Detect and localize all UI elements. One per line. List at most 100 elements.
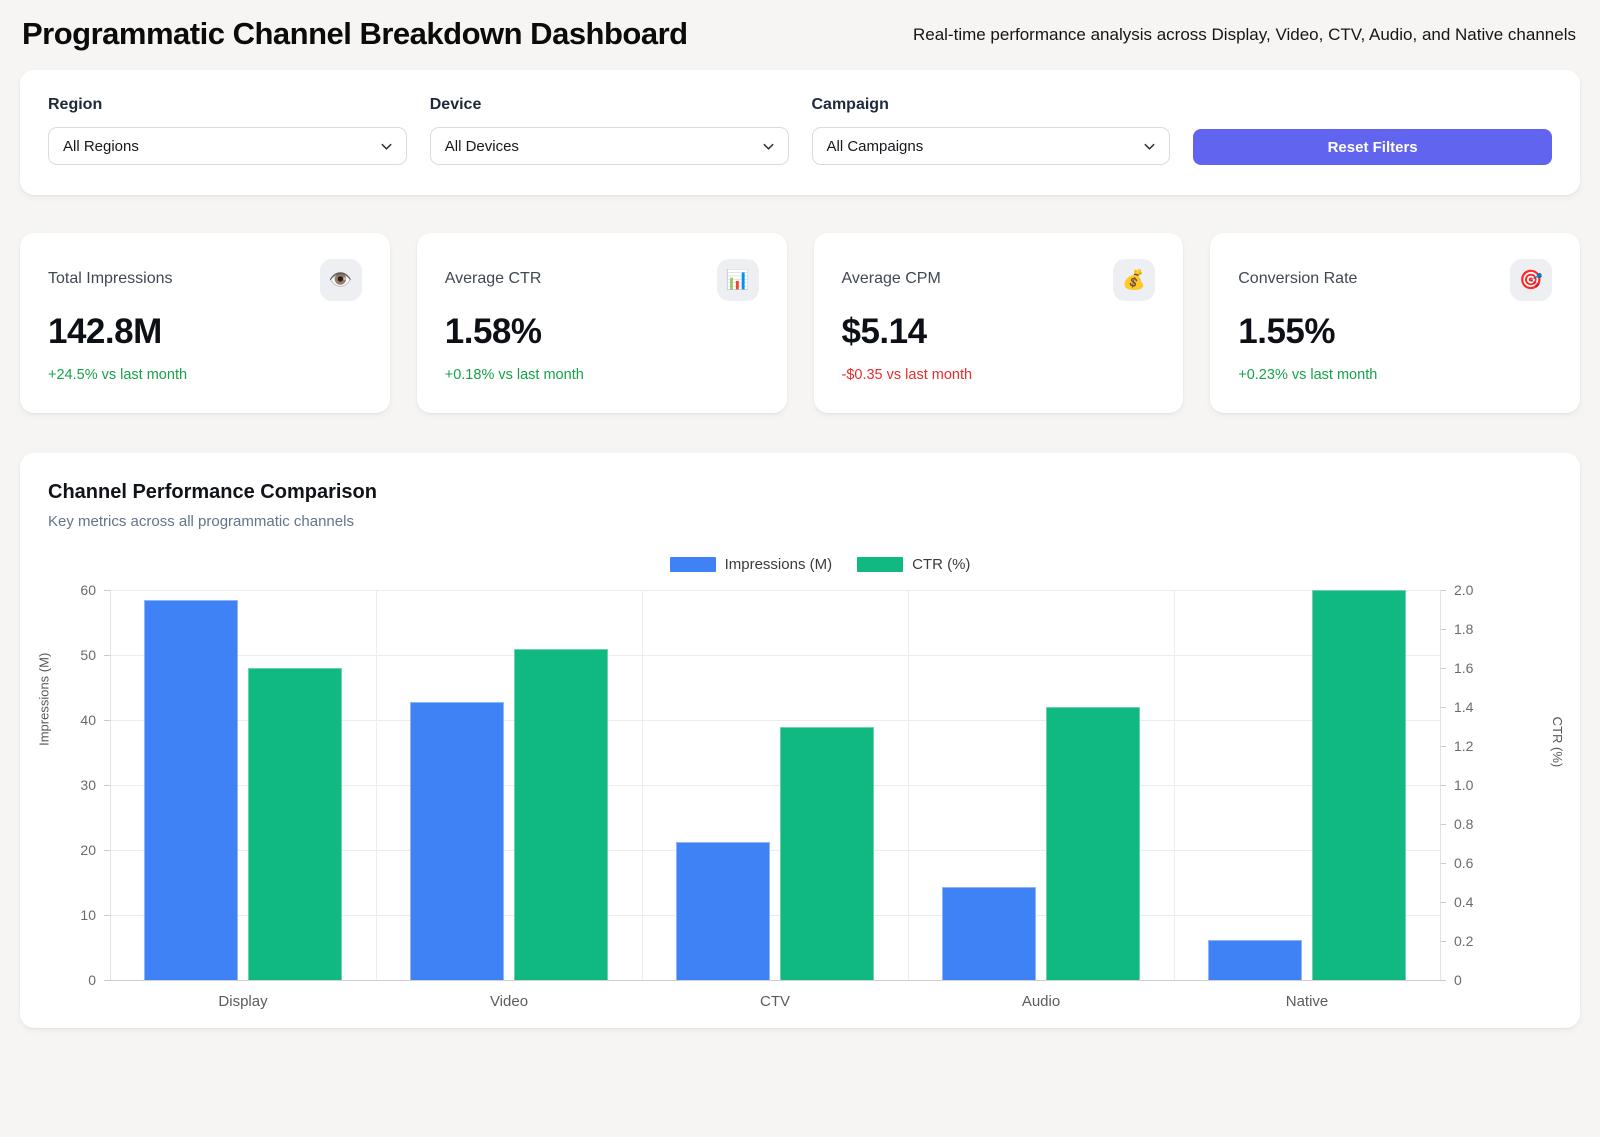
gridline — [908, 590, 909, 980]
bar-ctv-impressions[interactable] — [676, 841, 770, 980]
region-select-value: All Regions — [63, 137, 139, 155]
tick-mark — [1440, 668, 1446, 669]
tick-mark — [104, 720, 110, 721]
bar-native-ctr[interactable] — [1312, 590, 1406, 980]
left-axis-tick: 30 — [80, 777, 96, 793]
chart-card: Channel Performance Comparison Key metri… — [20, 453, 1580, 1028]
kpi-value: 1.55% — [1238, 312, 1335, 351]
tick-mark — [104, 915, 110, 916]
filter-group-campaign: Campaign All Campaigns — [811, 96, 1171, 165]
right-axis-tick: 0.2 — [1454, 933, 1474, 949]
category-label-native: Native — [1285, 993, 1329, 1010]
target-icon: 🎯 — [1510, 259, 1552, 301]
chart-plot-area: 0 10 20 30 40 50 60 0 0.2 0.4 0.6 0.8 1.0 1.2 1.4 1.6 1.… — [80, 582, 1473, 1010]
legend-item-ctr[interactable]: CTR (%) — [857, 556, 970, 573]
left-axis-tick: 10 — [80, 907, 96, 923]
filter-group-device: Device All Devices — [429, 96, 789, 165]
kpi-card-average-ctr: Average CTR 📊 1.58% +0.18% vs last month — [416, 233, 787, 413]
bar-chart: Impressions (M) 0 10 20 30 40 50 60 0 0.2 0.4 0.6 0… — [37, 580, 1566, 1010]
tick-mark — [1440, 590, 1446, 591]
tick-mark — [104, 785, 110, 786]
chevron-down-icon — [381, 143, 392, 150]
kpi-value: $5.14 — [841, 312, 928, 351]
tick-mark — [104, 980, 110, 981]
right-axis-tick: 0 — [1454, 972, 1462, 988]
tick-mark — [1440, 941, 1446, 942]
right-axis-title: CTR (%) — [1550, 716, 1566, 768]
gridline — [110, 785, 1440, 786]
campaign-select-value: All Campaigns — [826, 137, 924, 155]
filter-bar: Region All Regions Device All Devices Ca… — [20, 70, 1580, 195]
tick-mark — [1440, 980, 1446, 981]
gridline — [110, 590, 111, 980]
right-axis-tick: 0.4 — [1454, 894, 1474, 910]
legend-swatch-blue — [669, 557, 716, 572]
tick-mark — [1440, 863, 1446, 864]
kpi-delta: +0.18% vs last month — [444, 367, 584, 383]
tick-mark — [1440, 707, 1446, 708]
gridline — [110, 850, 1440, 851]
kpi-grid: Total Impressions 👁️ 142.8M +24.5% vs la… — [20, 233, 1580, 413]
page-header: Programmatic Channel Breakdown Dashboard… — [20, 0, 1580, 62]
right-axis-tick: 0.6 — [1454, 855, 1474, 871]
kpi-value: 142.8M — [48, 312, 162, 351]
gridline — [642, 590, 643, 980]
bar-audio-impressions[interactable] — [942, 887, 1036, 980]
category-label-audio: Audio — [1021, 993, 1061, 1010]
bar-display-impressions[interactable] — [144, 600, 238, 980]
kpi-title: Conversion Rate — [1238, 270, 1358, 287]
device-select-value: All Devices — [444, 137, 519, 155]
chevron-down-icon — [1144, 143, 1155, 150]
region-label: Region — [48, 96, 103, 113]
eye-icon: 👁️ — [319, 259, 362, 301]
bar-ctv-ctr[interactable] — [780, 726, 874, 980]
tick-mark — [1440, 824, 1446, 825]
bar-video-ctr[interactable] — [514, 648, 608, 980]
left-axis-title: Impressions (M) — [36, 652, 52, 746]
gridline — [110, 915, 1440, 916]
right-axis-tick: 1.0 — [1454, 777, 1474, 793]
kpi-delta: -$0.35 vs last month — [841, 367, 973, 383]
gridline — [110, 980, 1440, 981]
bar-native-impressions[interactable] — [1208, 940, 1302, 980]
kpi-card-average-cpm: Average CPM 💰 $5.14 -$0.35 vs last month — [813, 233, 1184, 413]
tick-mark — [104, 655, 110, 656]
device-label: Device — [429, 96, 482, 113]
page-title: Programmatic Channel Breakdown Dashboard — [22, 16, 688, 51]
kpi-title: Average CTR — [444, 270, 542, 287]
bar-audio-ctr[interactable] — [1046, 707, 1140, 980]
tick-mark — [104, 850, 110, 851]
right-axis-tick: 1.4 — [1454, 699, 1474, 715]
campaign-label: Campaign — [811, 96, 889, 113]
gridline — [110, 720, 1440, 721]
tick-mark — [1440, 629, 1446, 630]
tick-mark — [1440, 902, 1446, 903]
chart-subtitle: Key metrics across all programmatic chan… — [48, 513, 354, 530]
right-axis-tick: 1.6 — [1454, 660, 1474, 676]
page-subtitle: Real-time performance analysis across Di… — [912, 25, 1576, 44]
left-axis-tick: 0 — [88, 972, 96, 988]
bar-video-impressions[interactable] — [410, 702, 504, 980]
chevron-down-icon — [762, 143, 774, 150]
region-select[interactable]: All Regions — [48, 127, 407, 165]
left-axis-tick: 40 — [80, 712, 96, 728]
device-select[interactable]: All Devices — [429, 127, 789, 165]
tick-mark — [104, 590, 110, 591]
gridline — [1174, 590, 1175, 980]
reset-filters-button[interactable]: Reset Filters — [1193, 129, 1552, 165]
kpi-delta: +24.5% vs last month — [48, 367, 188, 383]
bar-display-ctr[interactable] — [248, 668, 342, 980]
kpi-value: 1.58% — [444, 312, 542, 351]
right-axis-tick: 0.8 — [1454, 816, 1474, 832]
legend-swatch-green — [857, 557, 904, 572]
dashboard-page: Programmatic Channel Breakdown Dashboard… — [20, 0, 1580, 1028]
campaign-select[interactable]: All Campaigns — [811, 127, 1171, 165]
filter-group-region: Region All Regions — [48, 96, 407, 165]
category-label-video: Video — [489, 993, 529, 1010]
left-axis-tick: 20 — [80, 842, 96, 858]
right-axis-tick: 1.8 — [1454, 621, 1474, 637]
gridline — [1440, 590, 1441, 980]
category-label-ctv: CTV — [760, 993, 790, 1010]
legend-item-impressions[interactable]: Impressions (M) — [669, 556, 832, 573]
right-axis-tick: 2.0 — [1454, 582, 1474, 598]
